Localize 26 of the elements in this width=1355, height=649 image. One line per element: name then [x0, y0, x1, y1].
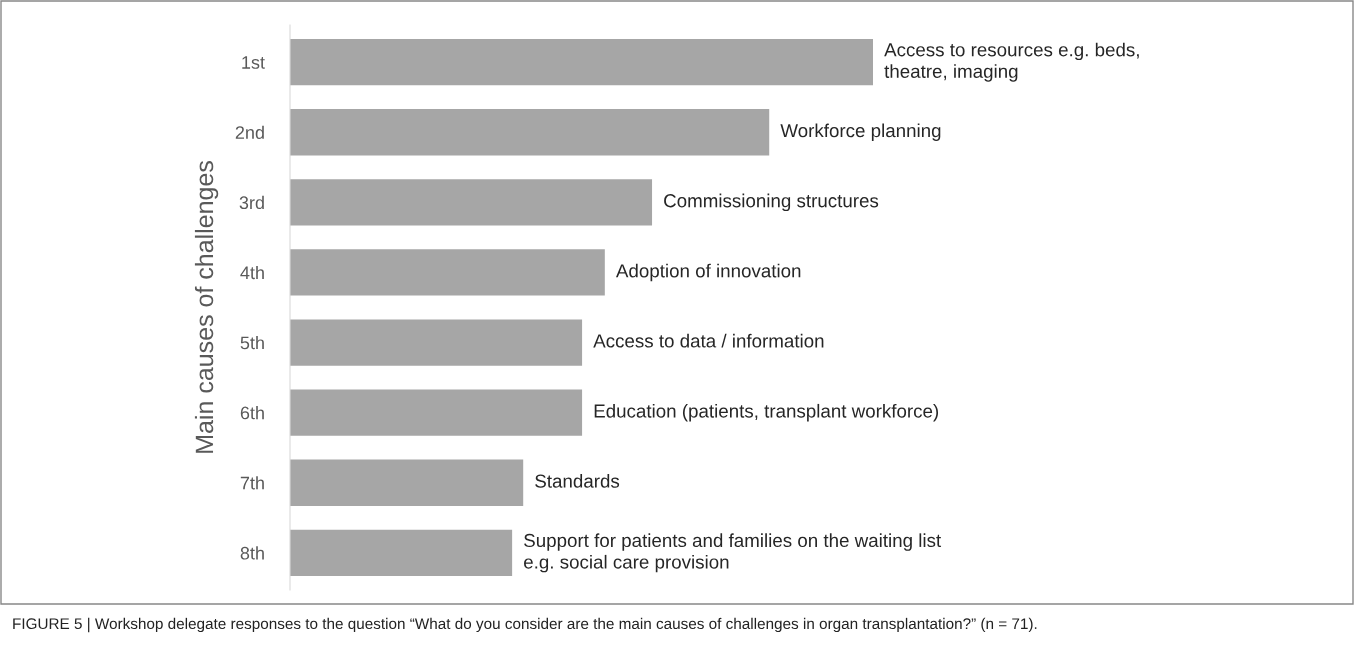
bar: [290, 459, 524, 506]
bar: [290, 109, 770, 156]
y-tick-label: 6th: [240, 406, 264, 420]
bar: [290, 319, 583, 366]
y-tick-label: 5th: [240, 336, 264, 350]
bar: [290, 389, 583, 436]
bar: [290, 249, 605, 296]
bar: [290, 179, 653, 226]
y-tick-label: 3rd: [239, 195, 264, 210]
y-tick-label: 2nd: [235, 125, 264, 139]
annotation: Support for patients and families on the waiting list e.g. social care provision: [524, 533, 942, 573]
y-tick-label: 8th: [240, 546, 264, 560]
annotation: Commissioning structures: [664, 193, 879, 212]
y-tick-label: 7th: [240, 476, 264, 490]
annotation: Standards: [535, 474, 620, 488]
y-tick-label: 1st: [242, 56, 265, 69]
y-axis-title: Main causes of challenges: [194, 161, 219, 453]
bar: [290, 39, 873, 86]
bar: [290, 529, 513, 576]
annotation: Education (patients, transplant workforce): [594, 403, 939, 422]
caption: FIGURE 5 | Workshop delegate responses to the question “What do you consider are the main causes of challenges in organ transplantation?” (n = 71).: [13, 617, 1037, 633]
y-tick-label: 4th: [240, 265, 264, 280]
annotation: Adoption of innovation: [615, 263, 801, 282]
annotation: Workforce planning: [780, 123, 941, 141]
annotation: Access to data / information: [593, 333, 824, 348]
annotation: Access to resources e.g. beds, theatre, imaging: [884, 42, 1139, 82]
